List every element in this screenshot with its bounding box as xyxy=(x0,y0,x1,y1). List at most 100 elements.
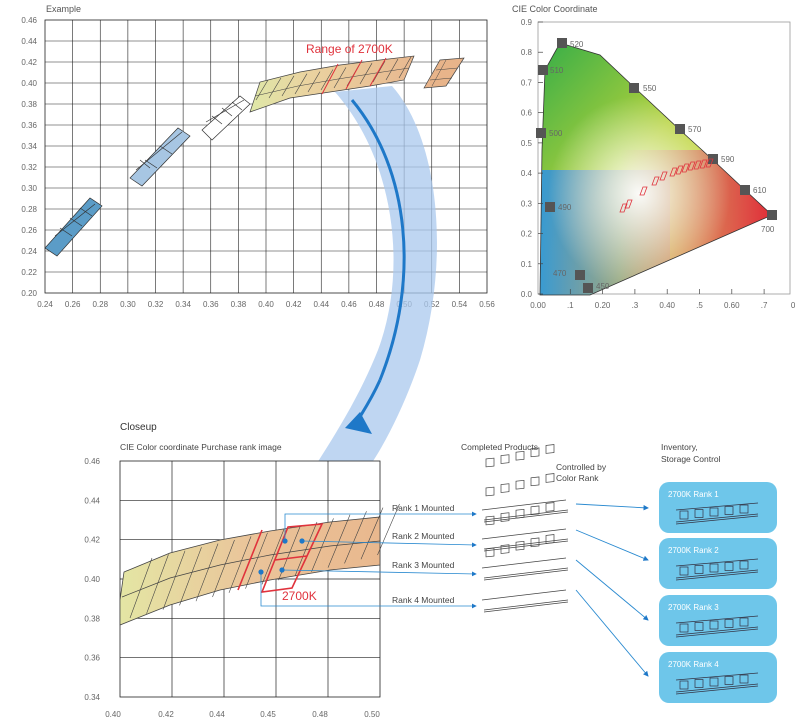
closeup-annotation: 2700K xyxy=(282,589,317,603)
example-y-tick: 0.20 xyxy=(21,289,37,298)
example-y-tick: 0.42 xyxy=(21,58,37,67)
products-title: Completed Products xyxy=(461,442,538,452)
white-bins xyxy=(201,95,251,141)
inventory-title-1: Inventory, xyxy=(661,442,698,452)
led-strip-icon xyxy=(481,534,569,613)
example-x-tick: 0.32 xyxy=(148,300,164,309)
example-y-tick: 0.40 xyxy=(21,79,37,88)
cie-y-tick: 0.1 xyxy=(521,260,533,269)
wavelength-label: 520 xyxy=(570,40,584,49)
cie-y-tick: 0.0 xyxy=(521,290,533,299)
led-strip-icon xyxy=(675,502,759,525)
closeup-y-tick: 0.38 xyxy=(84,614,100,623)
closeup-x-tick: 0.40 xyxy=(105,710,121,719)
example-band xyxy=(249,55,465,113)
wavelength-label: 470 xyxy=(553,269,567,278)
example-x-tick: 0.46 xyxy=(341,300,357,309)
inventory-title-2: Storage Control xyxy=(661,454,721,464)
wavelength-label: 570 xyxy=(688,125,702,134)
example-x-tick: 0.30 xyxy=(120,300,136,309)
closeup-x-tick: 0.45 xyxy=(260,710,276,719)
inventory-card-label: 2700K Rank 4 xyxy=(668,660,719,669)
wavelength-label: 450 xyxy=(596,282,610,291)
cie-grid xyxy=(538,21,765,295)
example-x-tick: 0.48 xyxy=(369,300,385,309)
blue-bins xyxy=(44,127,191,257)
rank-label-2: Rank 2 Mounted xyxy=(392,531,455,541)
closeup-y-tick: 0.44 xyxy=(84,496,100,505)
example-x-tick: 0.28 xyxy=(92,300,108,309)
closeup-band xyxy=(119,503,400,626)
wavelength-marker xyxy=(538,65,548,75)
closeup-y-tick: 0.46 xyxy=(84,457,100,466)
wavelength-marker xyxy=(583,283,593,293)
cie-y-tick: 0.7 xyxy=(521,78,533,87)
led-strip-icon xyxy=(481,502,569,581)
closeup-y-ticks: 0.46 0.44 0.42 0.40 0.38 0.36 0.34 xyxy=(84,457,100,702)
closeup-y-tick: 0.36 xyxy=(84,654,100,663)
example-y-ticks: 0.46 0.44 0.42 0.40 0.38 0.36 0.34 0.32 0.30 0.28… xyxy=(21,16,37,298)
cie-y-tick: 0.2 xyxy=(521,230,533,239)
cie-y-tick: 0.4 xyxy=(521,169,533,178)
example-x-tick: 0.38 xyxy=(231,300,247,309)
closeup-x-tick: 0.50 xyxy=(364,710,380,719)
arrow-head-icon xyxy=(345,412,372,434)
wavelength-marker xyxy=(575,270,585,280)
cie-x-tick: 0.8 xyxy=(791,301,795,310)
products-section: Completed Products Controlled by Color R… xyxy=(392,442,607,613)
wavelength-marker xyxy=(545,202,555,212)
inventory-card: 2700K Rank 1 xyxy=(659,482,777,533)
rank-label-4: Rank 4 Mounted xyxy=(392,595,455,605)
wavelength-marker xyxy=(536,128,546,138)
wavelength-label: 610 xyxy=(753,186,767,195)
rank-connectors xyxy=(260,511,477,609)
example-x-tick: 0.42 xyxy=(286,300,302,309)
cie-x-tick: 0.00 xyxy=(530,301,546,310)
wavelength-marker xyxy=(629,83,639,93)
inventory-card: 2700K Rank 3 xyxy=(659,595,777,646)
closeup-x-tick: 0.42 xyxy=(158,710,174,719)
example-x-tick: 0.56 xyxy=(479,300,495,309)
led-strip-icon xyxy=(481,444,569,523)
example-title: Example xyxy=(46,4,81,14)
cie-x-tick: .3 xyxy=(632,301,639,310)
inventory-card-label: 2700K Rank 3 xyxy=(668,603,719,612)
controlled-line-2: Color Rank xyxy=(556,473,599,483)
example-y-tick: 0.28 xyxy=(21,205,37,214)
inventory-arrows xyxy=(575,503,649,677)
example-annotation: Range of 2700K xyxy=(306,42,393,56)
example-y-tick: 0.38 xyxy=(21,100,37,109)
wavelength-label: 550 xyxy=(643,84,657,93)
cie-wavelength-markers: 520 510 550 500 570 590 610 490 700 470 450 xyxy=(536,38,777,293)
rank-dots xyxy=(258,538,305,575)
inventory-card: 2700K Rank 2 xyxy=(659,538,777,589)
transition-arrow xyxy=(350,99,406,381)
led-strip-icon xyxy=(675,615,759,638)
wavelength-marker xyxy=(557,38,567,48)
cie-x-tick: .1 xyxy=(567,301,574,310)
closeup-x-ticks: 0.40 0.42 0.44 0.45 0.48 0.50 xyxy=(105,710,380,719)
inventory-cards: 2700K Rank 1 2700K Rank 2 2700K Rank 3 2700… xyxy=(659,482,777,703)
example-y-tick: 0.34 xyxy=(21,142,37,151)
closeup-y-tick: 0.34 xyxy=(84,693,100,702)
closeup-x-tick: 0.48 xyxy=(312,710,328,719)
example-y-tick: 0.24 xyxy=(21,247,37,256)
wavelength-label: 500 xyxy=(549,129,563,138)
led-strip-icon xyxy=(481,473,569,552)
closeup-y-tick: 0.42 xyxy=(84,536,100,545)
cie-x-ticks: 0.00 .1 0.20 .3 0.40 .5 0.60 .7 0.8 xyxy=(530,301,795,310)
cie-x-tick: .5 xyxy=(696,301,703,310)
example-y-tick: 0.26 xyxy=(21,226,37,235)
inventory-section: Inventory, Storage Control 2700K Rank 12… xyxy=(659,442,777,703)
controlled-line-1: Controlled by xyxy=(556,462,607,472)
led-strip-icon xyxy=(675,672,759,695)
example-y-tick: 0.46 xyxy=(21,16,37,25)
wavelength-label: 590 xyxy=(721,155,735,164)
cie-title: CIE Color Coordinate xyxy=(512,4,598,14)
closeup-title: Closeup xyxy=(120,422,157,433)
example-x-tick: 0.34 xyxy=(175,300,191,309)
inventory-card-label: 2700K Rank 1 xyxy=(668,490,719,499)
example-x-tick: 0.54 xyxy=(452,300,468,309)
example-x-tick: 0.44 xyxy=(313,300,329,309)
wavelength-marker xyxy=(740,185,750,195)
